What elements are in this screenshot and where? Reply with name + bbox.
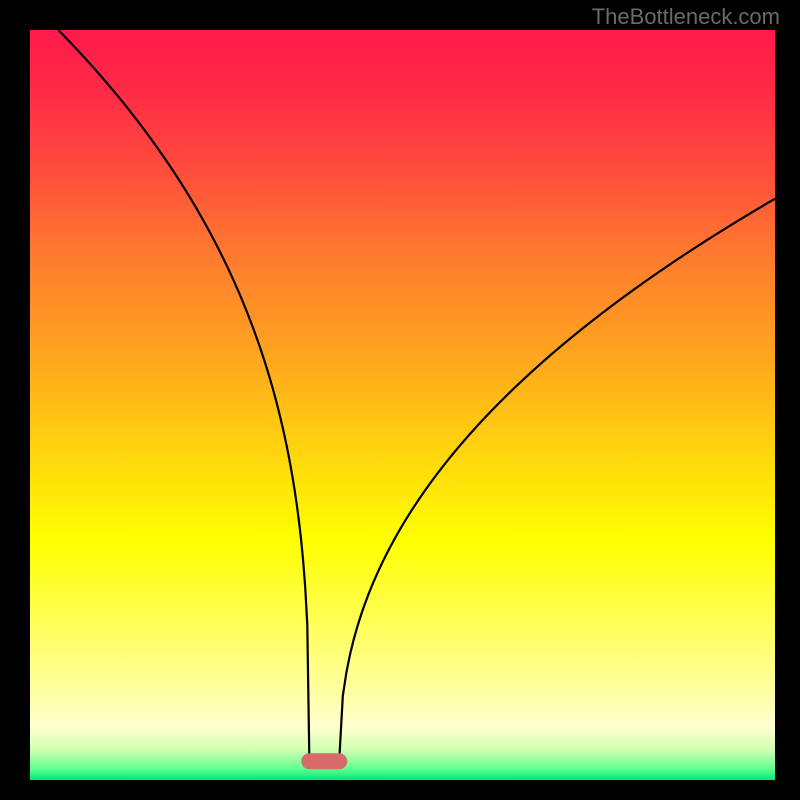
chart-svg <box>0 0 800 800</box>
minimum-marker <box>301 753 347 769</box>
bottleneck-chart: TheBottleneck.com <box>0 0 800 800</box>
plot-area <box>30 30 775 780</box>
watermark-text: TheBottleneck.com <box>592 4 780 30</box>
